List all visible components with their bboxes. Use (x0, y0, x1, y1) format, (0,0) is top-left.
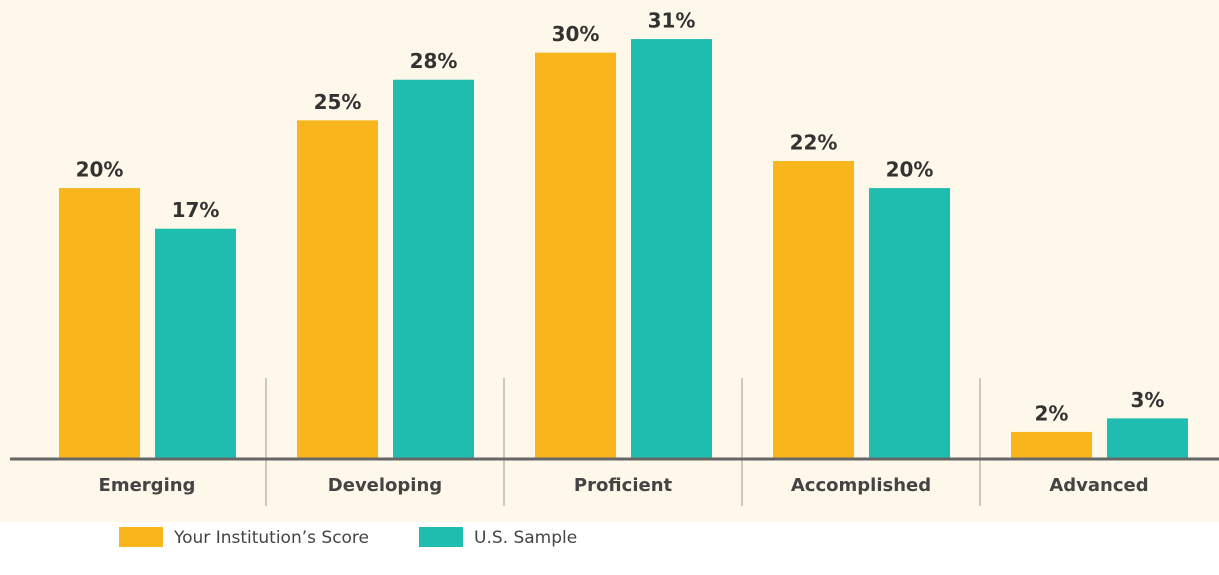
value-label: 22% (790, 131, 838, 155)
x-tick-label: Developing (328, 475, 442, 496)
bar (1011, 431, 1092, 459)
value-label: 25% (314, 90, 362, 114)
value-label: 20% (76, 158, 124, 182)
legend-swatch (119, 527, 163, 547)
bar (297, 120, 378, 459)
bar (1107, 418, 1188, 459)
bar (773, 161, 854, 459)
legend-swatch (419, 527, 463, 547)
bar (155, 228, 236, 459)
bar (869, 188, 950, 459)
value-label: 31% (648, 9, 696, 33)
x-tick-label: Proficient (574, 475, 673, 496)
value-label: 20% (886, 158, 934, 182)
bar (393, 79, 474, 460)
value-label: 2% (1035, 401, 1069, 425)
value-label: 3% (1131, 388, 1165, 412)
bar (59, 188, 140, 459)
value-label: 17% (172, 198, 220, 222)
x-tick-label: Advanced (1049, 475, 1148, 496)
x-tick-label: Accomplished (791, 475, 931, 496)
value-label: 28% (410, 49, 458, 73)
bar (631, 39, 712, 459)
bar (535, 52, 616, 460)
x-tick-label: Emerging (99, 475, 196, 496)
legend-label: U.S. Sample (474, 528, 577, 548)
value-label: 30% (552, 22, 600, 46)
legend-label: Your Institution’s Score (173, 528, 369, 548)
